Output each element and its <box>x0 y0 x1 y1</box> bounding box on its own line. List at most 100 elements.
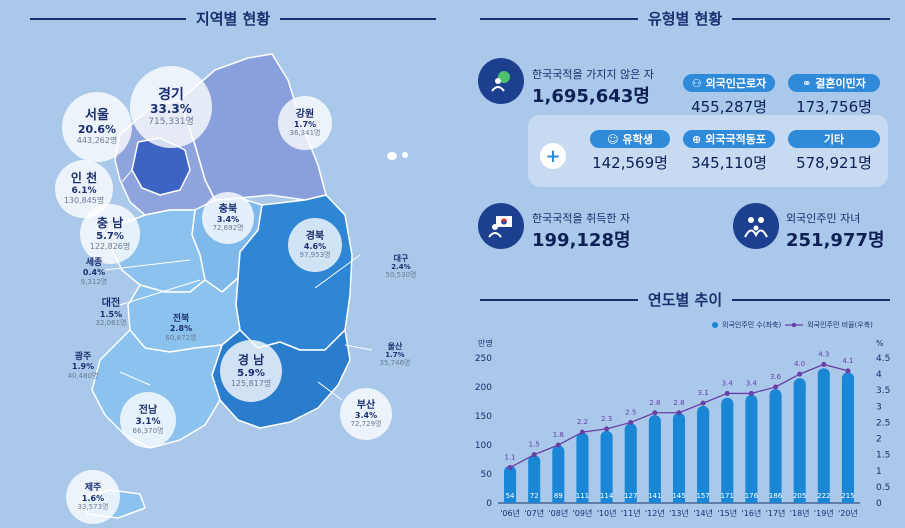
y-right-tick-label: 0 <box>876 499 882 509</box>
x-tick-label: '17년 <box>766 508 786 518</box>
bar-cap <box>672 412 686 425</box>
regional-section-title: 지역별 현황 <box>30 8 437 29</box>
region-percent: 1.7% <box>385 351 405 360</box>
region-count: 443,262명 <box>76 136 118 146</box>
bar <box>745 400 758 503</box>
ratio-value-label: 1.5 <box>529 441 540 449</box>
region-name: 부산 <box>356 399 376 411</box>
bar-cap <box>552 445 565 458</box>
chart-legend: 외국인주민 수(좌축) 외국인주민 비율(우축) <box>712 320 873 330</box>
region-count: 72,729명 <box>350 420 382 429</box>
bar-cap <box>817 368 830 381</box>
students-value: 142,569명 <box>592 154 668 172</box>
korea-region-map <box>79 53 408 519</box>
region-percent: 4.6% <box>303 242 327 252</box>
region-name: 울산 <box>387 342 403 351</box>
korean-flag-person-icon <box>478 203 524 249</box>
region-name: 인 천 <box>70 171 98 186</box>
bar <box>624 429 637 503</box>
pill-compatriots: ⊕ 외국국적동포 <box>683 130 775 148</box>
non-naturalized-label: 한국국적을 가지지 않은 자 <box>532 68 654 81</box>
bar <box>721 403 734 503</box>
y-left-tick-label: 50 <box>481 470 493 480</box>
x-tick-label: '12년 <box>645 508 665 518</box>
region-count: 35,746명 <box>379 359 411 368</box>
region-percent: 2.4% <box>391 263 411 272</box>
legend-line-swatch <box>785 322 804 328</box>
region-chungnam: 충 남 5.7% 122,826명 <box>80 204 140 264</box>
x-tick-label: '15년 <box>717 508 737 518</box>
ratio-point <box>531 452 537 458</box>
pill-workers: ⚇ 외국인근로자 <box>683 74 775 92</box>
non-naturalized-value: 1,695,643명 <box>532 86 650 107</box>
bar <box>672 418 686 503</box>
region-ulsan: 울산 1.7% 35,746명 <box>374 342 416 367</box>
ratio-value-label: 2.5 <box>625 408 636 416</box>
y-left-tick-label: 250 <box>475 354 492 364</box>
bar-value-label: 145 <box>672 492 685 500</box>
bar <box>576 438 589 503</box>
plus-sign: + <box>545 145 561 167</box>
y-right-tick-label: 3.5 <box>876 386 890 396</box>
region-percent: 2.8% <box>169 324 193 334</box>
legend-bar-label: 외국인주민 수(좌축) <box>722 321 782 329</box>
bar-cap <box>745 394 758 407</box>
bar-value-label: 72 <box>530 492 539 500</box>
region-gwangju: 광주 1.9% 40,480명 <box>60 352 106 380</box>
title-rule-right <box>732 298 891 301</box>
y-left-tick-label: 200 <box>475 383 492 393</box>
bar <box>817 374 830 503</box>
ratio-value-label: 1.1 <box>504 454 515 462</box>
x-tick-label: '16년 <box>742 508 762 518</box>
ratio-value-label: 2.3 <box>601 415 612 423</box>
ratio-value-label: 2.2 <box>577 418 588 426</box>
ratio-value-label: 4.1 <box>842 357 853 365</box>
bar <box>504 471 517 503</box>
bar <box>600 436 613 503</box>
bar <box>648 421 661 503</box>
region-percent: 3.4% <box>216 215 240 225</box>
bar-value-label: 215 <box>841 492 854 500</box>
y-right-tick-label: 2 <box>876 435 882 445</box>
region-name: 세종 <box>85 258 103 268</box>
dokdo-island <box>402 152 408 158</box>
region-name: 서울 <box>85 107 109 123</box>
bar-value-label: 222 <box>817 492 830 500</box>
ulleung-island <box>387 152 397 160</box>
type-section-title: 유형별 현황 <box>480 8 891 29</box>
pill-marriage: ⚭ 결혼이민자 <box>788 74 880 92</box>
region-name: 강원 <box>295 108 315 120</box>
children-value: 251,977명 <box>786 230 885 251</box>
region-jeju: 제주 1.6% 33,573명 <box>66 470 120 524</box>
x-tick-label: '19년 <box>814 508 834 518</box>
leader-daejeon <box>119 279 201 306</box>
x-tick-label: '10년 <box>597 508 617 518</box>
pill-students-label: 유학생 <box>622 133 653 146</box>
ratio-value-label: 2.8 <box>649 399 660 407</box>
compatriots-value: 345,110명 <box>691 154 767 172</box>
x-tick-label: '07년 <box>524 508 544 518</box>
y-right-tick-label: 1.5 <box>876 451 890 461</box>
pill-compatriots-label: 외국국적동포 <box>705 133 766 146</box>
pill-students: ☺ 유학생 <box>590 130 670 148</box>
bar-cap <box>528 455 541 468</box>
y-right-tick-label: 3 <box>876 402 882 412</box>
ratio-point <box>797 371 803 377</box>
region-chungbuk: 충북 3.4% 72,692명 <box>202 192 254 244</box>
student-icon: ☺ <box>607 132 619 146</box>
ratio-value-label: 3.6 <box>770 373 782 381</box>
trend-chart: 만명 % 0 50 100 150 200 250 0 0.5 1 1.5 2 2.5 3 3.5 4 4.5 54… <box>475 338 890 518</box>
region-gyeongnam: 경 남 5.9% 125,817명 <box>220 340 282 402</box>
bar-value-label: 205 <box>793 492 806 500</box>
region-name: 대구 <box>393 254 409 263</box>
children-label: 외국인주민 자녀 <box>786 212 861 225</box>
x-tick-label: '18년 <box>790 508 810 518</box>
bar-value-label: 186 <box>769 492 783 500</box>
region-count: 66,370명 <box>132 426 164 435</box>
title-rule-right <box>280 17 437 20</box>
region-name: 제주 <box>84 483 102 494</box>
ratio-point <box>555 442 561 448</box>
region-count: 715,331명 <box>148 116 194 127</box>
region-count: 40,480명 <box>67 371 99 380</box>
workers-value: 455,287명 <box>691 98 767 116</box>
